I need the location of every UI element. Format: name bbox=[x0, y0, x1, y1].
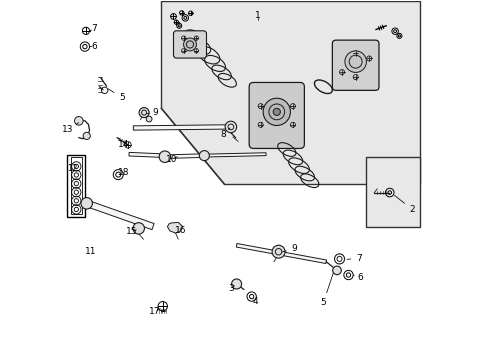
Text: 3: 3 bbox=[228, 284, 234, 293]
Circle shape bbox=[263, 98, 290, 126]
Polygon shape bbox=[164, 154, 203, 158]
Circle shape bbox=[74, 117, 83, 125]
Polygon shape bbox=[161, 1, 419, 184]
Circle shape bbox=[183, 38, 196, 51]
Text: 4: 4 bbox=[252, 297, 258, 306]
Bar bbox=[366, 157, 419, 226]
Polygon shape bbox=[204, 153, 265, 157]
Circle shape bbox=[133, 223, 144, 234]
Text: 5: 5 bbox=[108, 89, 124, 102]
Circle shape bbox=[83, 132, 90, 139]
FancyBboxPatch shape bbox=[332, 40, 378, 90]
Circle shape bbox=[332, 266, 341, 275]
Circle shape bbox=[199, 150, 209, 161]
Circle shape bbox=[271, 245, 285, 258]
Polygon shape bbox=[129, 152, 162, 157]
Circle shape bbox=[81, 198, 92, 209]
Circle shape bbox=[273, 108, 280, 116]
Polygon shape bbox=[85, 200, 154, 230]
Text: 2: 2 bbox=[394, 195, 414, 214]
Polygon shape bbox=[236, 243, 326, 264]
Text: 11: 11 bbox=[85, 247, 97, 256]
Text: 14: 14 bbox=[117, 140, 129, 149]
Text: 9: 9 bbox=[282, 244, 297, 253]
Text: 1: 1 bbox=[254, 10, 260, 19]
Text: 5: 5 bbox=[320, 273, 333, 307]
Text: 17: 17 bbox=[149, 307, 160, 316]
Polygon shape bbox=[167, 222, 183, 233]
Circle shape bbox=[344, 51, 366, 72]
Text: 18: 18 bbox=[117, 168, 129, 177]
FancyBboxPatch shape bbox=[173, 31, 206, 58]
Text: 15: 15 bbox=[125, 228, 137, 237]
Circle shape bbox=[146, 116, 152, 122]
Text: 13: 13 bbox=[62, 123, 79, 134]
Bar bbox=[71, 157, 81, 214]
Text: 10: 10 bbox=[166, 155, 178, 164]
Circle shape bbox=[224, 121, 236, 133]
Text: 12: 12 bbox=[67, 164, 77, 173]
Circle shape bbox=[159, 151, 170, 162]
Text: 6: 6 bbox=[353, 273, 362, 282]
FancyBboxPatch shape bbox=[249, 82, 304, 148]
Text: 7: 7 bbox=[90, 24, 97, 33]
Text: 7: 7 bbox=[346, 254, 362, 263]
Text: 6: 6 bbox=[89, 42, 97, 51]
Circle shape bbox=[231, 279, 241, 289]
Polygon shape bbox=[133, 125, 228, 130]
Circle shape bbox=[139, 108, 149, 118]
Text: 9: 9 bbox=[147, 108, 158, 117]
Text: 8: 8 bbox=[220, 128, 230, 139]
Text: 16: 16 bbox=[175, 226, 186, 235]
Bar bbox=[67, 155, 85, 217]
